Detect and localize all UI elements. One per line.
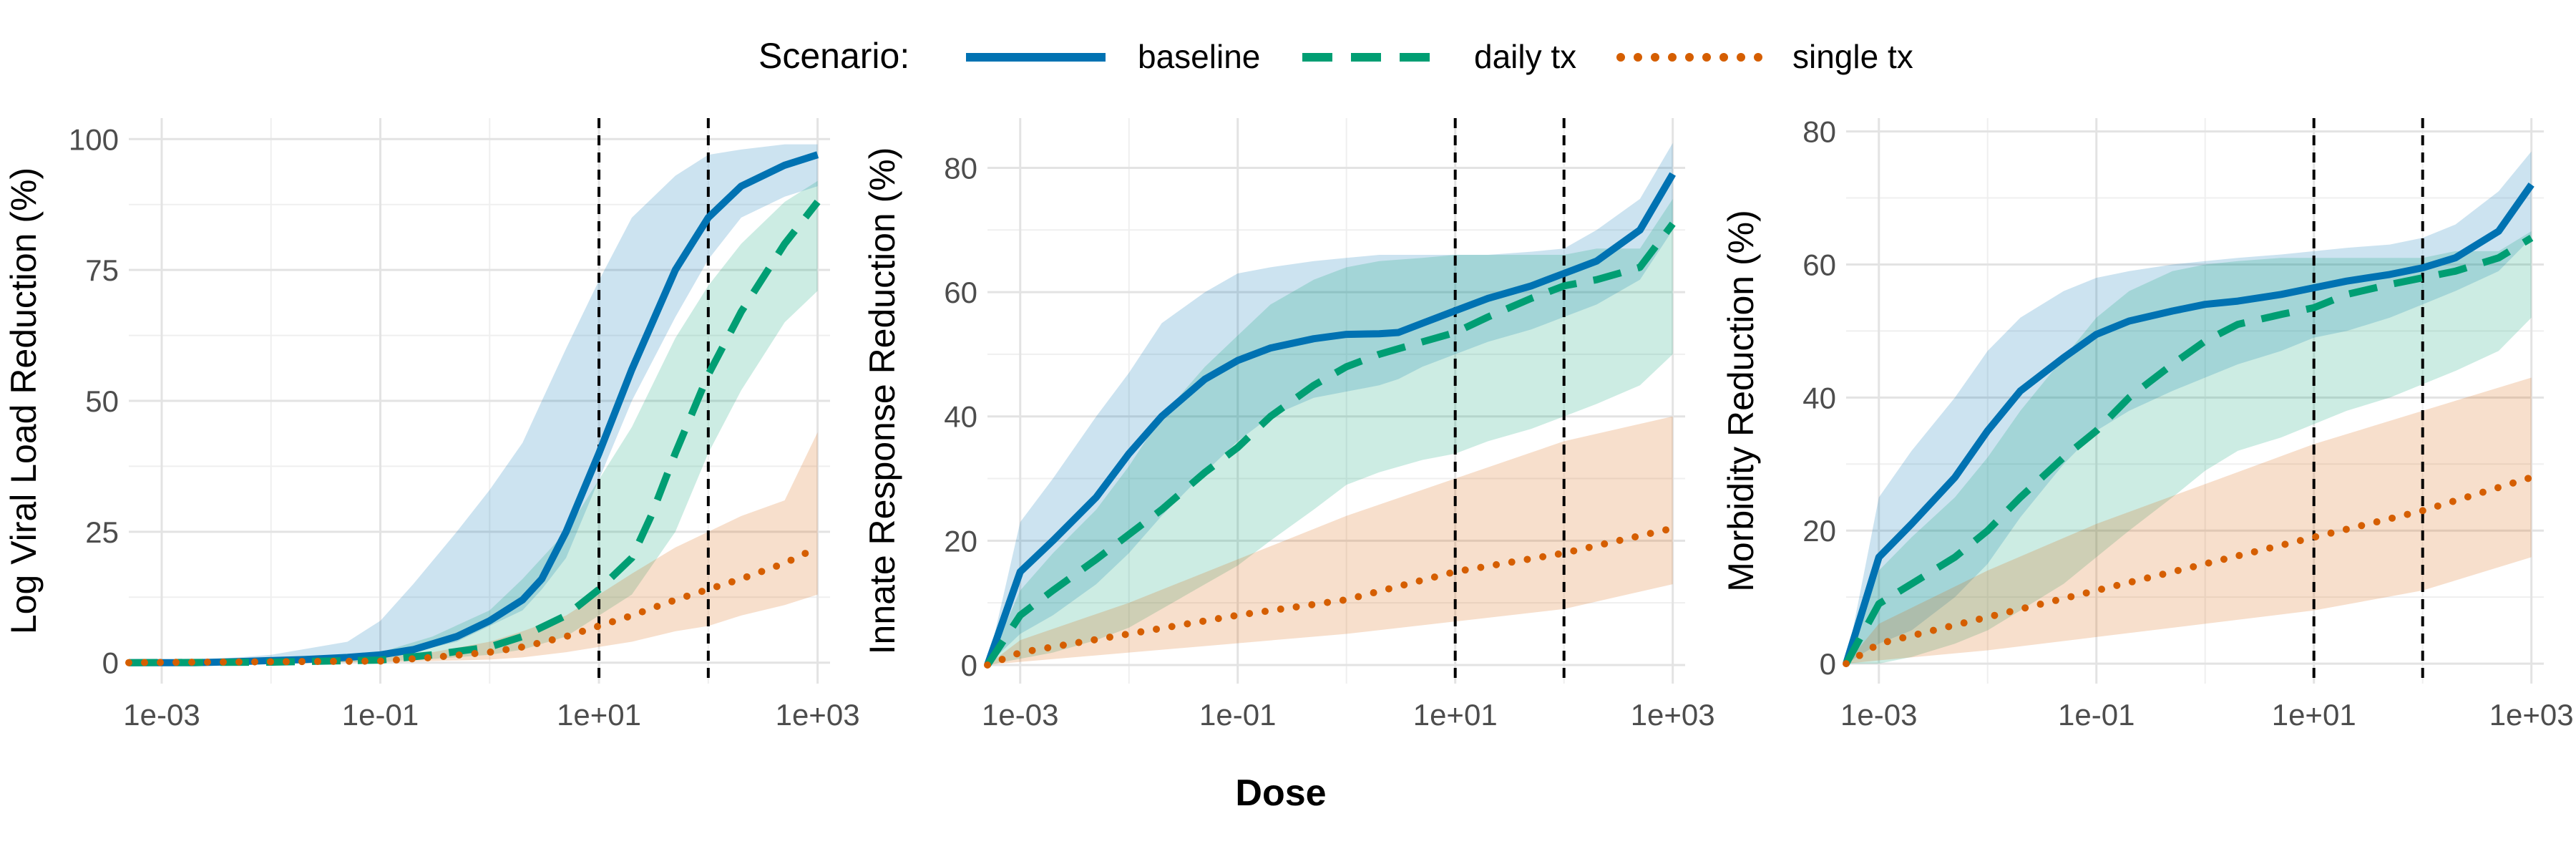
x-tick-label: 1e+01 — [2272, 698, 2356, 732]
series-line-single-tx — [984, 525, 1677, 669]
y-tick-label: 100 — [69, 122, 119, 156]
y-tick-label: 0 — [102, 646, 119, 680]
band-single-tx — [987, 416, 1673, 665]
x-tick-label: 1e-03 — [123, 698, 200, 732]
chart-panel-1: 1e-03 1e-01 1e+01 1e+03 0 25 50 75 100 Log Viral … — [4, 118, 860, 732]
y-axis-label: Log Viral Load Reduction (%) — [4, 168, 44, 634]
band-baseline — [987, 142, 1673, 665]
y-tick-label: 60 — [944, 276, 977, 309]
y-axis-label: Innate Response Reduction (%) — [862, 147, 902, 655]
legend-label-baseline: baseline — [1138, 38, 1260, 75]
x-tick-label: 1e+01 — [557, 698, 641, 732]
x-tick-label: 1e-03 — [1840, 698, 1917, 732]
y-tick-label: 40 — [1802, 381, 1836, 414]
y-tick-label: 60 — [1802, 248, 1836, 281]
y-tick-label: 0 — [1820, 647, 1836, 681]
band-daily-tx — [129, 180, 818, 663]
y-tick-label: 75 — [85, 253, 119, 287]
legend-label-daily-tx: daily tx — [1474, 38, 1576, 75]
y-tick-label: 20 — [1802, 514, 1836, 548]
legend-title: Scenario: — [758, 36, 909, 76]
x-tick-label: 1e+03 — [2489, 698, 2574, 732]
band-daily-tx — [987, 198, 1673, 665]
x-tick-label: 1e-01 — [342, 698, 419, 732]
x-axis-label: Dose — [1235, 772, 1326, 814]
band-baseline — [129, 144, 818, 663]
y-tick-label: 20 — [944, 524, 977, 558]
band-single-tx — [129, 432, 818, 663]
series-line-baseline — [984, 172, 1677, 666]
series-line-single-tx — [1843, 473, 2535, 668]
x-tick-label: 1e+03 — [1631, 698, 1715, 732]
y-tick-label: 25 — [85, 515, 119, 549]
legend-label-single-tx: single tx — [1792, 38, 1913, 75]
y-tick-label: 50 — [85, 384, 119, 418]
x-tick-label: 1e+03 — [776, 698, 860, 732]
chart-panels: 1e-03 1e-01 1e+01 1e+03 0 25 50 75 100 Log Viral … — [4, 115, 2574, 732]
chart-panel-2: 1e-03 1e-01 1e+01 1e+03 0 20 40 60 80 Innate Resp… — [862, 118, 1715, 732]
y-tick-label: 80 — [944, 151, 977, 185]
series-line-daily-tx — [1843, 235, 2534, 666]
y-tick-label: 0 — [961, 649, 977, 682]
band-daily-tx — [1846, 231, 2532, 664]
series-line-single-tx — [125, 543, 821, 666]
legend: Scenario: baseline daily tx single tx — [758, 36, 1913, 76]
y-tick-label: 40 — [944, 400, 977, 434]
x-tick-label: 1e+01 — [1413, 698, 1498, 732]
x-tick-label: 1e-01 — [2058, 698, 2135, 732]
series-line-daily-tx — [984, 221, 1676, 667]
x-tick-label: 1e-03 — [982, 698, 1058, 732]
chart-panel-3: 1e-03 1e-01 1e+01 1e+03 0 20 40 60 80 Morbidity R… — [1721, 115, 2574, 732]
band-single-tx — [1846, 377, 2532, 664]
series-line-baseline — [1843, 183, 2534, 665]
series-line-daily-tx — [128, 199, 821, 666]
grid — [1846, 118, 2544, 684]
y-tick-label: 80 — [1802, 115, 1836, 149]
y-axis-label: Morbidity Reduction (%) — [1721, 210, 1761, 592]
x-tick-label: 1e-01 — [1199, 698, 1276, 732]
